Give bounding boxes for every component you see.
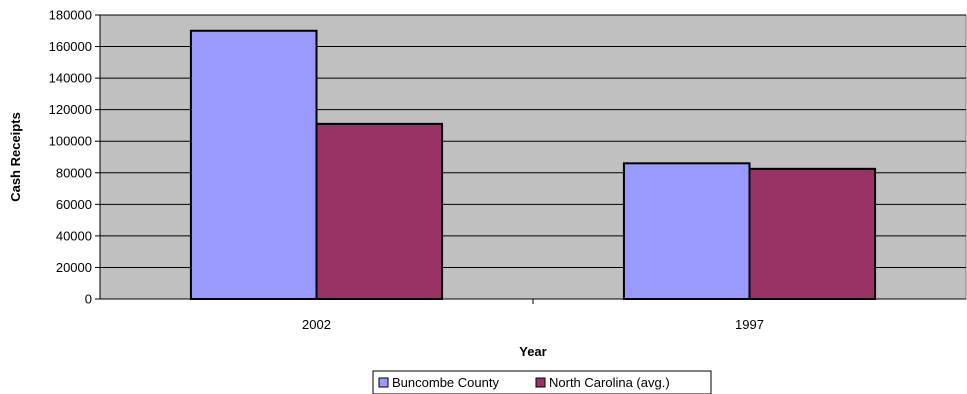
y-tick-label: 100000 (49, 134, 92, 149)
y-tick-label: 120000 (49, 102, 92, 117)
y-tick-label: 180000 (49, 8, 92, 23)
axes: 0 20000 40000 60000 80000 100000 120000 140000 1… (49, 8, 966, 332)
x-tick-label: 1997 (735, 317, 764, 332)
bar-north-carolina-avg-2002 (315, 122, 444, 300)
legend-swatch (378, 377, 389, 388)
bar-buncombe-county-1997 (622, 162, 751, 300)
y-tick-label: 160000 (49, 39, 92, 54)
bars (189, 29, 877, 301)
x-axis-title: Year (519, 344, 546, 359)
y-tick-label: 40000 (56, 228, 92, 243)
legend-label: Buncombe County (392, 375, 499, 390)
legend-label: North Carolina (avg.) (549, 375, 670, 390)
legend: Buncombe County North Carolina (avg.) (372, 370, 712, 394)
y-tick-label: 60000 (56, 197, 92, 212)
legend-swatch (535, 377, 546, 388)
y-tick-label: 0 (85, 292, 92, 307)
bar-buncombe-county-2002 (189, 29, 318, 301)
y-tick-label: 20000 (56, 260, 92, 275)
y-axis-title: Cash Receipts (8, 112, 23, 202)
y-tick-label: 140000 (49, 71, 92, 86)
x-tick-label: 2002 (302, 317, 331, 332)
y-tick-label: 80000 (56, 165, 92, 180)
bar-north-carolina-avg-1997 (748, 167, 877, 300)
